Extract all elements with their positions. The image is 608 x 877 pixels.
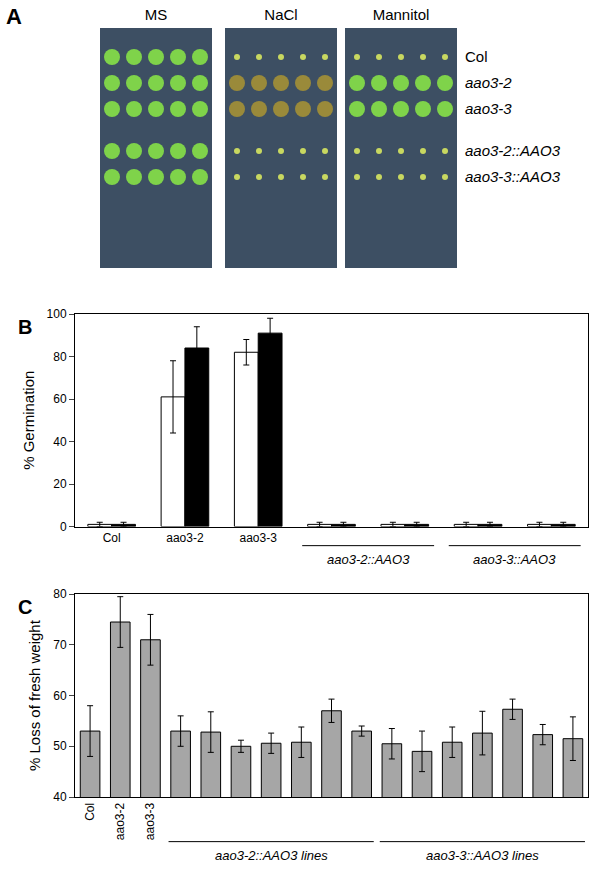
svg-text:aao3-2: aao3-2 xyxy=(166,531,204,545)
svg-text:50: 50 xyxy=(53,739,67,753)
html-text:aao3-3: aao3-3 xyxy=(465,100,512,117)
html-text:Col: Col xyxy=(465,48,488,65)
svg-text:aao3-3::AAO3: aao3-3::AAO3 xyxy=(473,552,556,567)
svg-text:100: 100 xyxy=(47,307,67,321)
svg-text:70: 70 xyxy=(53,638,67,652)
svg-text:aao3-2::AAO3: aao3-2::AAO3 xyxy=(327,552,410,567)
svg-text:60: 60 xyxy=(53,689,67,703)
svg-text:% Loss of fresh weight: % Loss of fresh weight xyxy=(26,619,43,771)
svg-text:aao3-3: aao3-3 xyxy=(143,802,157,840)
html-text:aao3-3::AAO3: aao3-3::AAO3 xyxy=(465,168,561,185)
html-text:NaCl: NaCl xyxy=(264,6,298,23)
svg-text:40: 40 xyxy=(53,790,67,804)
svg-text:0: 0 xyxy=(60,520,67,534)
svg-text:% Germination: % Germination xyxy=(20,371,37,470)
svg-text:Col: Col xyxy=(83,803,97,821)
svg-text:60: 60 xyxy=(53,392,67,406)
svg-text:aao3-2: aao3-2 xyxy=(113,802,127,840)
html-text:MS: MS xyxy=(144,6,168,23)
html-text:Mannitol: Mannitol xyxy=(372,6,430,23)
svg-text:B: B xyxy=(18,316,32,338)
svg-text:20: 20 xyxy=(53,477,67,491)
html-text:aao3-2::AAO3: aao3-2::AAO3 xyxy=(465,142,561,159)
html-text:A: A xyxy=(6,4,22,29)
html-text:aao3-2: aao3-2 xyxy=(465,74,512,91)
svg-text:aao3-3::AAO3 lines: aao3-3::AAO3 lines xyxy=(426,848,539,863)
svg-text:80: 80 xyxy=(53,587,67,601)
svg-text:aao3-2::AAO3 lines: aao3-2::AAO3 lines xyxy=(215,848,328,863)
svg-text:Col: Col xyxy=(103,531,121,545)
svg-text:C: C xyxy=(18,596,32,618)
svg-text:aao3-3: aao3-3 xyxy=(240,531,278,545)
svg-text:40: 40 xyxy=(53,435,67,449)
svg-text:80: 80 xyxy=(53,350,67,364)
